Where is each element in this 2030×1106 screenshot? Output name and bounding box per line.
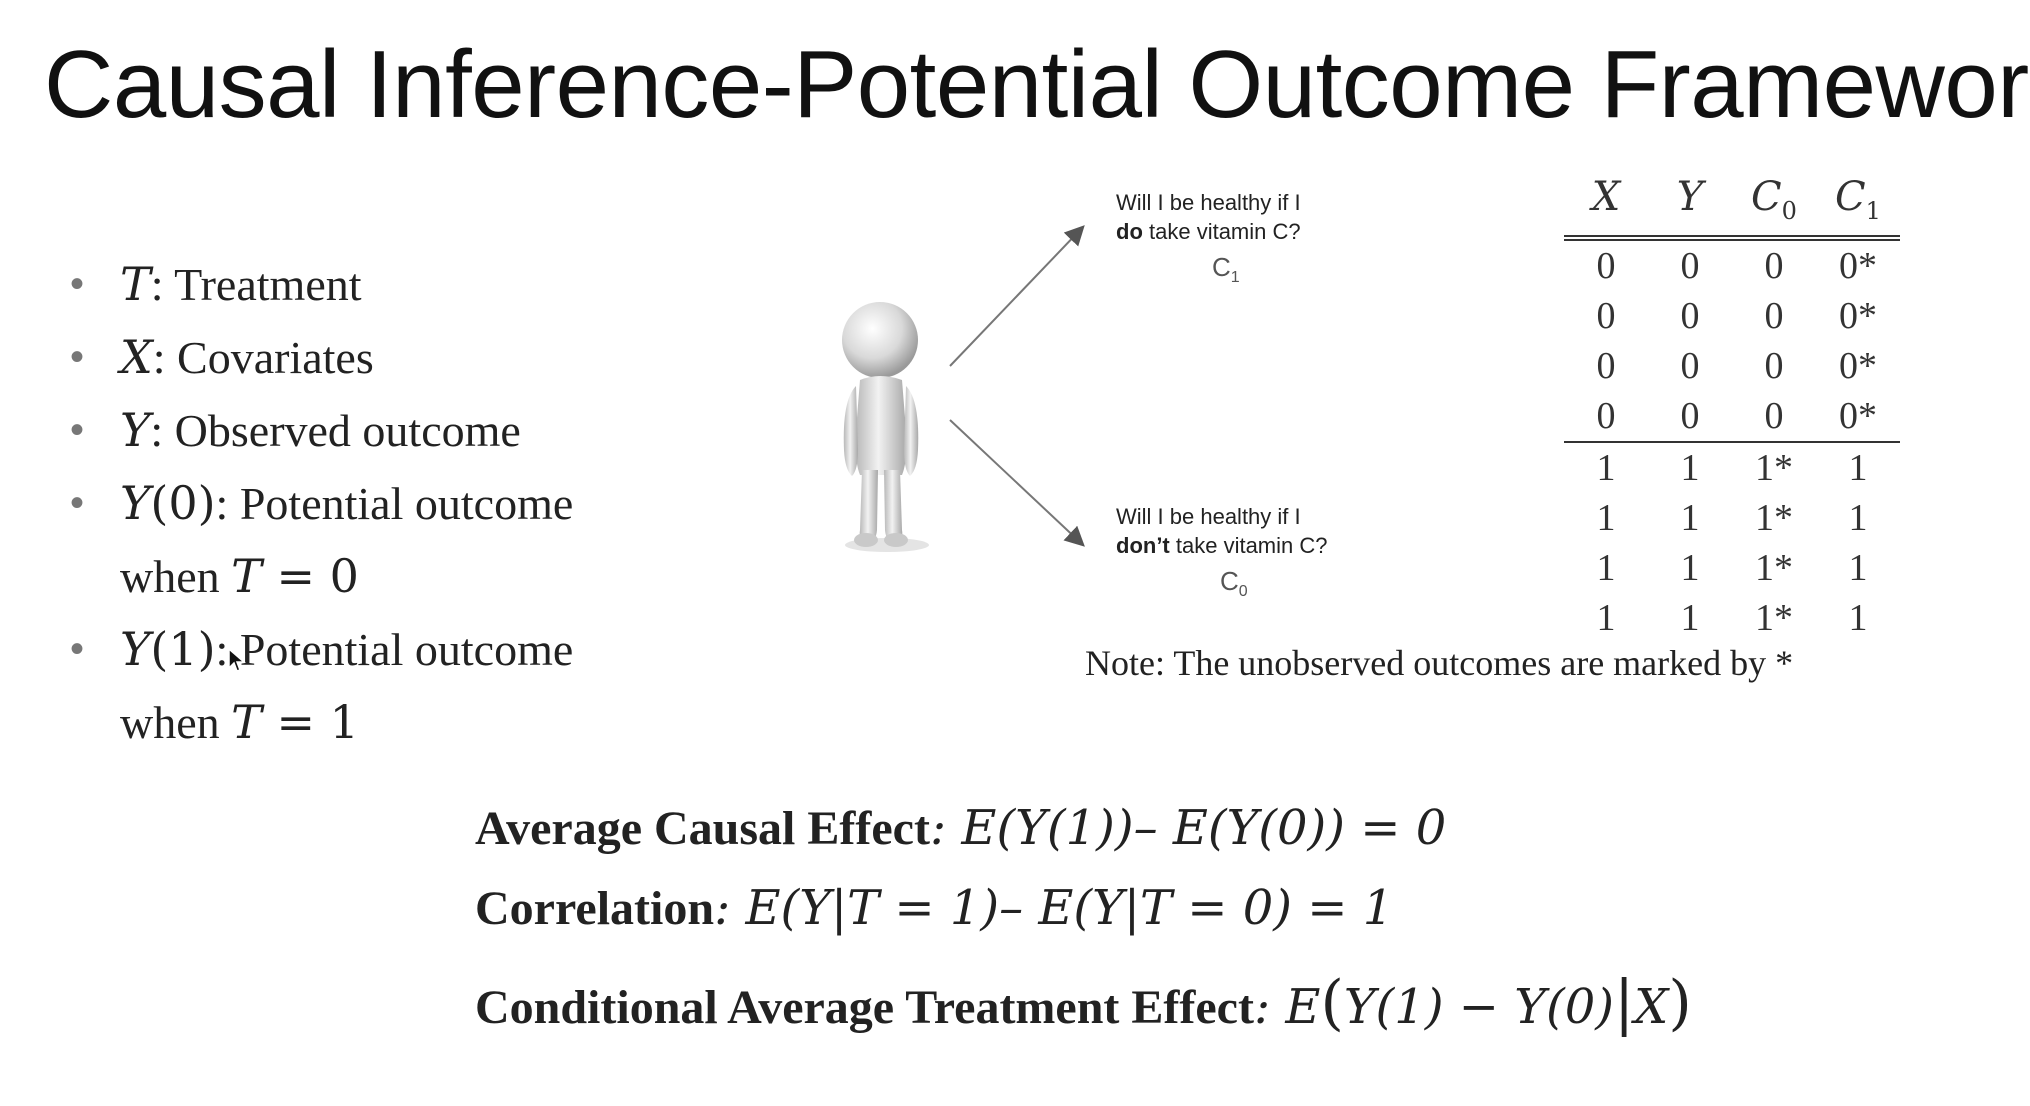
definitions-list: T: Treatment X: Covariates Y: Observed o… — [70, 248, 573, 759]
definition-text: : Potential outcome — [215, 478, 574, 529]
list-item: Y(1): Potential outcome when T = 1 — [70, 613, 573, 759]
symbol-argument: (0) — [150, 476, 216, 530]
formula-expression: : E — [1253, 979, 1321, 1035]
symbol: Y — [120, 476, 151, 530]
conditional-bar: | — [1613, 968, 1635, 1038]
list-item: T: Treatment — [70, 248, 573, 321]
outcomes-table: X Y C0 C1 0 0 0 0* 0 0 0 0* 0 0 0 0* 0 0 0 0* 1 1 1* 1 … — [1564, 168, 1900, 643]
mouse-cursor-icon — [228, 648, 246, 672]
formula-label: Conditional Average Treatment Effect — [475, 981, 1254, 1034]
slide-title: Causal Inference-Potential Outcome Frame… — [44, 31, 2030, 138]
table-row: 0 0 0 0* — [1596, 395, 1878, 437]
table-row: 1 1 1* 1 — [1596, 597, 1868, 639]
table-row: 0 0 0 0* — [1596, 245, 1878, 287]
table-header-row: X Y C0 C1 — [1564, 168, 1900, 241]
label-c0: C0 — [1220, 566, 1248, 601]
paren-close: ) — [1668, 968, 1692, 1038]
formula-cate: Conditional Average Treatment Effect: E(… — [475, 968, 1692, 1038]
decision-figure: Will I be healthy if I do take vitamin C… — [820, 180, 1380, 620]
question-do: Will I be healthy if I do take vitamin C… — [1116, 190, 1301, 244]
table-row: 1 1 1* 1 — [1596, 547, 1868, 589]
table-row: 0 0 0 0* — [1596, 345, 1878, 387]
formula-label: Average Causal Effect — [475, 802, 930, 855]
table-row: 1 1 1* 1 — [1596, 497, 1868, 539]
symbol: Y — [120, 622, 151, 676]
symbol: T — [120, 257, 151, 311]
list-item: Y(0): Potential outcome when T = 0 — [70, 467, 573, 613]
symbol: X — [120, 330, 153, 384]
table-row: 0 0 0 0* — [1596, 295, 1878, 337]
definition-continuation: when T = 0 — [120, 549, 359, 603]
column-header: C0 — [1732, 168, 1816, 241]
label-c1: C1 — [1212, 252, 1240, 287]
paren-open: ( — [1320, 968, 1344, 1038]
arrow-to-do — [949, 225, 1085, 367]
formula-ace: Average Causal Effect: E(Y(1))– E(Y(0)) … — [475, 800, 1446, 856]
definition-text: : Treatment — [150, 259, 362, 310]
formula-expression: : E(Y(1))– E(Y(0)) = 0 — [929, 800, 1447, 856]
arrows-diagram — [949, 225, 1085, 547]
list-item: X: Covariates — [70, 321, 573, 394]
definition-text: : Observed outcome — [150, 405, 521, 456]
arrow-to-dont — [949, 419, 1085, 547]
person-figure-icon — [842, 302, 929, 552]
table-note: Note: The unobserved outcomes are marked… — [1085, 643, 1794, 683]
table-row: 1 1 1* 1 — [1564, 441, 1900, 493]
symbol: Y — [120, 403, 151, 457]
definition-continuation: when T = 1 — [120, 695, 359, 749]
definition-text: : Covariates — [152, 332, 374, 383]
definition-text: : Potential outcome — [215, 624, 574, 675]
question-dont: Will I be healthy if I don’t take vitami… — [1116, 504, 1328, 558]
list-item: Y: Observed outcome — [70, 394, 573, 467]
formula-expression: : E(Y|T = 1)– E(Y|T = 0) = 1 — [714, 880, 1394, 936]
formula-label: Correlation — [475, 882, 715, 935]
column-header: C1 — [1816, 168, 1900, 241]
symbol-argument: (1) — [150, 622, 216, 676]
formula-correlation: Correlation: E(Y|T = 1)– E(Y|T = 0) = 1 — [475, 880, 1393, 936]
column-header: X — [1564, 168, 1648, 241]
column-header: Y — [1648, 168, 1732, 241]
